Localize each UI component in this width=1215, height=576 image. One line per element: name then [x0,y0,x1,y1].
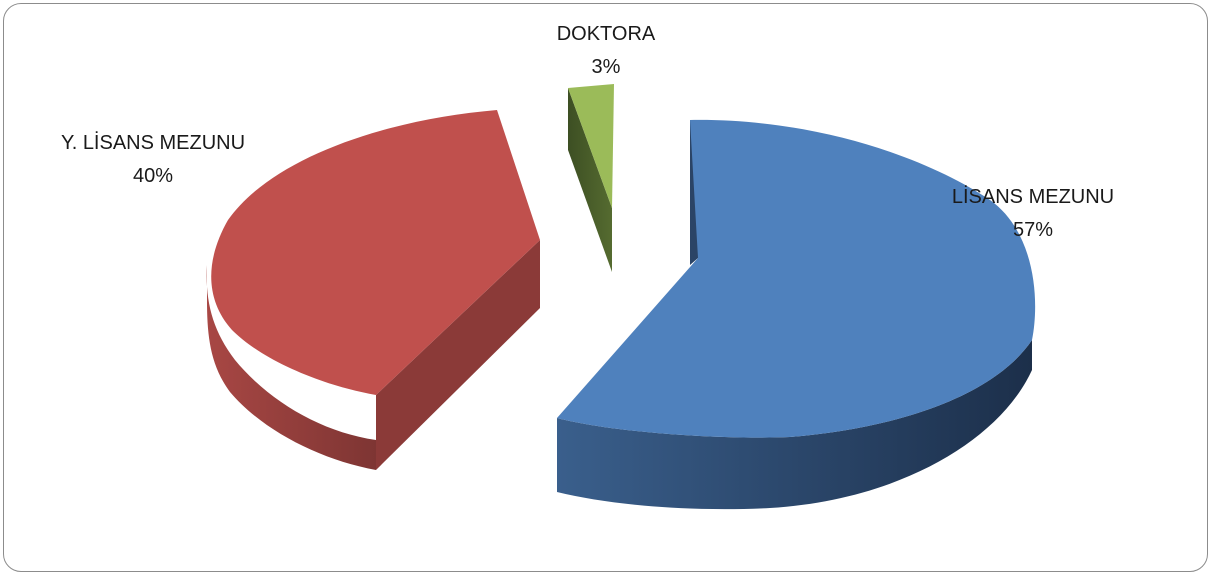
slice-percent-label-doktora: 3% [592,56,621,78]
slice-category-label-lisans: LİSANS MEZUNU [952,185,1114,208]
pie-slice-yuksek-lisans [206,110,540,470]
pie-slice-lisans [557,119,1036,510]
slice-percent-label-yuksek-lisans: 40% [133,165,173,187]
pie-slice-doktora [568,84,614,272]
slice-percent-label-lisans: 57% [1013,219,1053,241]
slice-category-label-doktora: DOKTORA [557,23,656,45]
slice-category-label-yuksek-lisans: Y. LİSANS MEZUNU [61,131,245,154]
